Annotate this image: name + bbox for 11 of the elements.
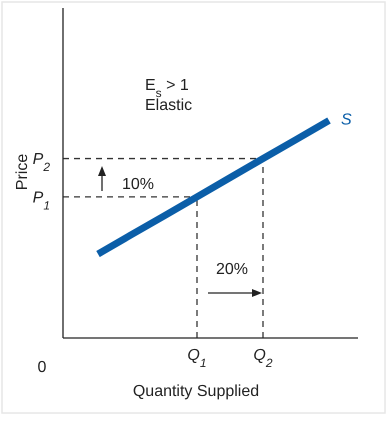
ref-line-label: P$_{1}$ xyxy=(32,189,50,212)
y-axis-title: Price xyxy=(14,154,31,190)
annotation: 10% xyxy=(122,176,154,193)
text: 0 xyxy=(38,359,47,376)
series-label: S xyxy=(341,112,352,128)
text: Elastic xyxy=(145,97,192,114)
ref-line-label: P$_{2}$ xyxy=(32,151,50,174)
annotation: 20% xyxy=(216,261,248,278)
x-tick-label: Q$_{2}$ xyxy=(253,347,273,370)
x-tick-label: Q$_{1}$ xyxy=(187,347,207,370)
x-axis-title: Quantity Supplied xyxy=(132,383,260,400)
